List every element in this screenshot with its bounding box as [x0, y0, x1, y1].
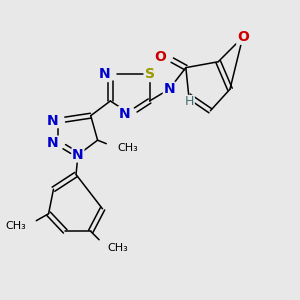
- Text: S: S: [145, 68, 154, 82]
- Text: O: O: [154, 50, 166, 64]
- Text: O: O: [237, 30, 249, 44]
- Text: CH₃: CH₃: [107, 243, 128, 253]
- Text: N: N: [99, 68, 110, 82]
- Text: N: N: [72, 148, 84, 162]
- Text: CH₃: CH₃: [5, 221, 26, 232]
- Text: N: N: [47, 136, 58, 150]
- Text: H: H: [185, 95, 194, 109]
- Text: N: N: [47, 114, 58, 128]
- Text: CH₃: CH₃: [117, 143, 138, 153]
- Text: N: N: [164, 82, 175, 96]
- Text: N: N: [118, 107, 130, 121]
